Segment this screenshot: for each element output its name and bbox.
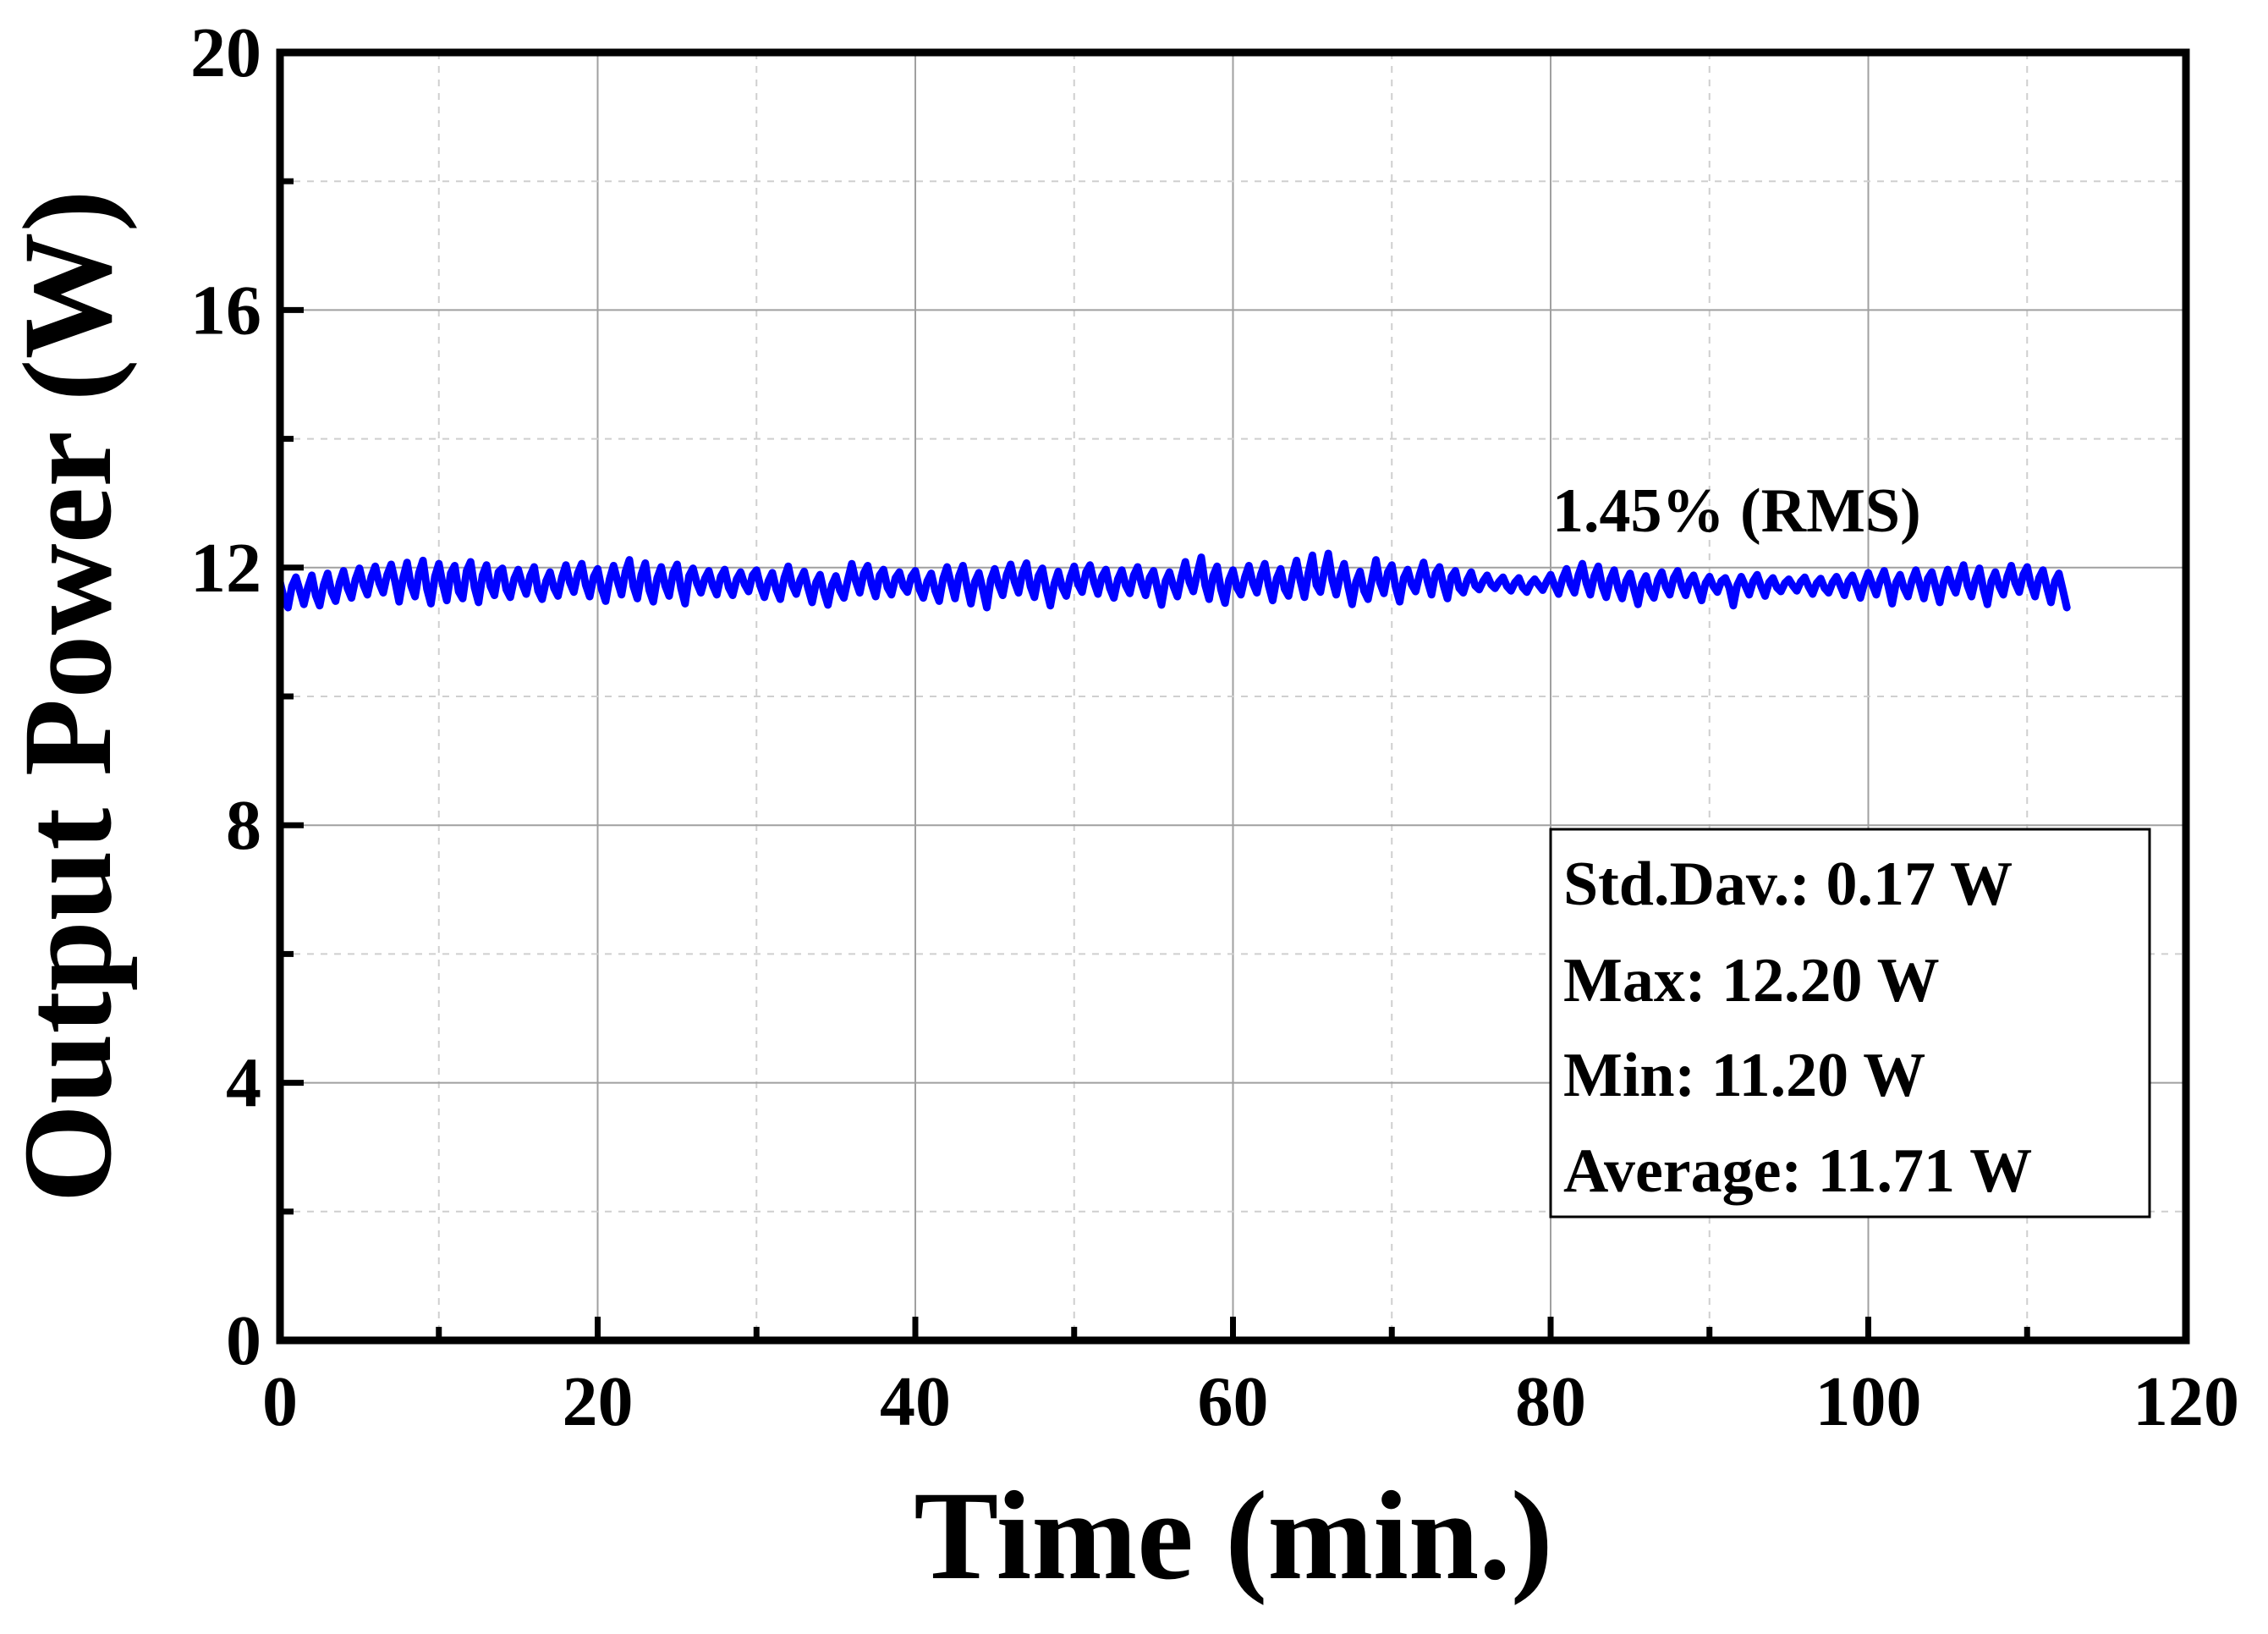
x-tick-labels: 0 20 40 60 80 100 120 <box>262 1362 2239 1441</box>
x-tick-label: 80 <box>1515 1362 1586 1441</box>
stats-box-border <box>1549 828 2151 1219</box>
x-tick-label: 60 <box>1198 1362 1269 1441</box>
y-tick-label: 20 <box>190 14 261 92</box>
y-tick-label: 16 <box>190 271 261 349</box>
x-tick-label: 20 <box>563 1362 634 1441</box>
stats-box: Std.Dav.: 0.17 W Max: 12.20 W Min: 11.20… <box>1549 828 2151 1219</box>
x-axis-title: Time (min.) <box>914 1466 1553 1606</box>
y-tick-label: 0 <box>226 1301 261 1380</box>
stats-average: Average: 11.71 W <box>1563 1136 2032 1206</box>
x-tick-label: 0 <box>262 1362 298 1441</box>
y-tick-label: 8 <box>226 786 261 865</box>
y-tick-label: 12 <box>190 529 261 608</box>
axis-ticks <box>277 49 2189 1344</box>
y-tick-labels: 0 4 8 12 16 20 <box>190 14 261 1380</box>
stats-min: Min: 11.20 W <box>1563 1041 1925 1110</box>
x-tick-label: 120 <box>2133 1362 2239 1441</box>
data-series <box>276 549 2071 612</box>
series-line-output-power <box>276 549 2071 612</box>
x-tick-label: 40 <box>880 1362 951 1441</box>
y-tick-label: 4 <box>226 1044 261 1123</box>
stats-std-dev: Std.Dav.: 0.17 W <box>1563 850 2013 919</box>
y-axis-title: Output Power (W) <box>0 190 138 1202</box>
x-tick-label: 100 <box>1815 1362 1922 1441</box>
stats-max: Max: 12.20 W <box>1563 946 1940 1015</box>
rms-annotation: 1.45% (RMS) <box>1552 476 1921 546</box>
